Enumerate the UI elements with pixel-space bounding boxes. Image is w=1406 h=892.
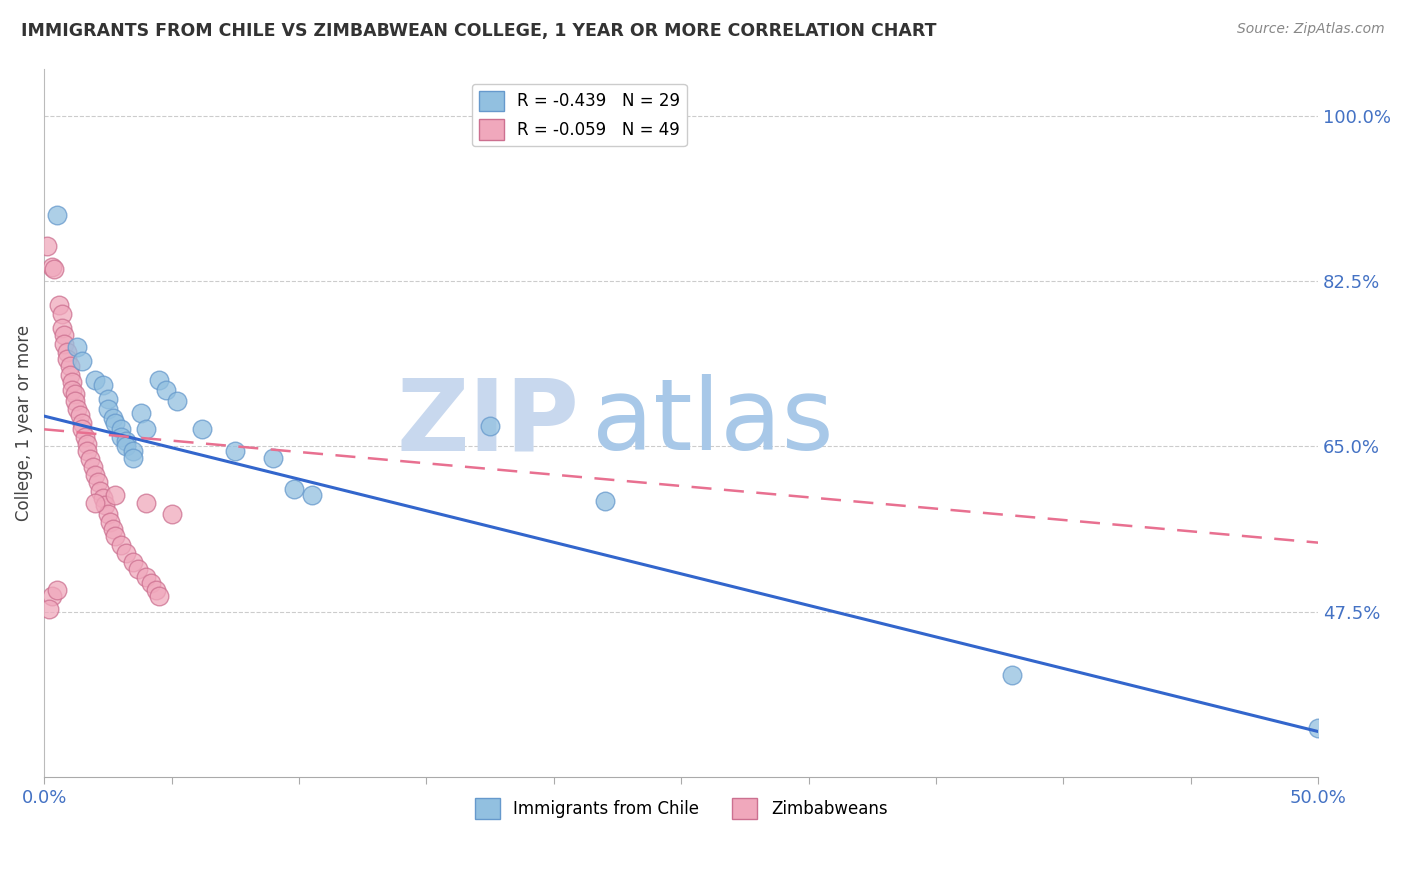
Point <box>38 601 60 615</box>
Point <box>76 437 98 451</box>
Point <box>110 422 132 436</box>
Point <box>44 261 66 276</box>
Point <box>145 582 167 597</box>
Point <box>84 467 107 482</box>
Point <box>97 392 120 406</box>
Point <box>160 508 183 522</box>
Point <box>104 416 127 430</box>
Point <box>51 321 73 335</box>
Point <box>72 416 94 430</box>
Point <box>53 327 76 342</box>
Point <box>66 340 89 354</box>
Point <box>114 439 136 453</box>
Point <box>98 515 121 529</box>
Point <box>41 260 63 274</box>
Point <box>76 444 98 458</box>
Point <box>593 494 616 508</box>
Point <box>35 239 58 253</box>
Point <box>127 562 149 576</box>
Point <box>110 430 132 444</box>
Point <box>283 482 305 496</box>
Point <box>1308 721 1330 735</box>
Point <box>91 378 114 392</box>
Point <box>135 569 157 583</box>
Point <box>139 576 162 591</box>
Legend: Immigrants from Chile, Zimbabweans: Immigrants from Chile, Zimbabweans <box>468 791 894 825</box>
Point <box>91 491 114 506</box>
Point <box>72 354 94 368</box>
Point <box>114 546 136 560</box>
Point <box>84 496 107 510</box>
Point <box>63 394 86 409</box>
Point <box>104 488 127 502</box>
Point <box>262 450 284 465</box>
Y-axis label: College, 1 year or more: College, 1 year or more <box>15 325 32 521</box>
Point <box>224 444 246 458</box>
Point <box>56 344 79 359</box>
Text: IMMIGRANTS FROM CHILE VS ZIMBABWEAN COLLEGE, 1 YEAR OR MORE CORRELATION CHART: IMMIGRANTS FROM CHILE VS ZIMBABWEAN COLL… <box>21 22 936 40</box>
Point <box>301 488 323 502</box>
Point <box>155 383 177 397</box>
Point <box>53 337 76 351</box>
Text: Source: ZipAtlas.com: Source: ZipAtlas.com <box>1237 22 1385 37</box>
Point <box>60 375 83 389</box>
Point <box>82 460 104 475</box>
Point <box>45 582 67 597</box>
Point <box>89 483 111 498</box>
Point <box>110 539 132 553</box>
Point <box>48 298 70 312</box>
Point <box>51 307 73 321</box>
Point <box>97 401 120 416</box>
Point <box>114 434 136 448</box>
Point <box>66 401 89 416</box>
Point <box>1001 668 1024 682</box>
Point <box>58 359 80 373</box>
Point <box>135 496 157 510</box>
Point <box>148 589 170 603</box>
Text: atlas: atlas <box>592 374 834 471</box>
Point <box>479 418 502 433</box>
Text: ZIP: ZIP <box>396 374 579 471</box>
Point <box>166 394 188 409</box>
Point <box>73 430 96 444</box>
Point <box>94 498 117 512</box>
Point <box>72 422 94 436</box>
Point <box>41 589 63 603</box>
Point <box>56 352 79 367</box>
Point <box>101 411 124 425</box>
Point <box>45 208 67 222</box>
Point <box>122 444 145 458</box>
Point <box>84 373 107 387</box>
Point <box>79 451 101 466</box>
Point <box>86 475 108 490</box>
Point <box>122 450 145 465</box>
Point <box>58 368 80 382</box>
Point <box>101 523 124 537</box>
Point <box>148 373 170 387</box>
Point <box>122 556 145 570</box>
Point <box>69 408 91 422</box>
Point <box>60 383 83 397</box>
Point <box>135 422 157 436</box>
Point <box>129 406 152 420</box>
Point <box>97 508 120 522</box>
Point <box>191 422 214 436</box>
Point <box>104 529 127 543</box>
Point <box>63 387 86 401</box>
